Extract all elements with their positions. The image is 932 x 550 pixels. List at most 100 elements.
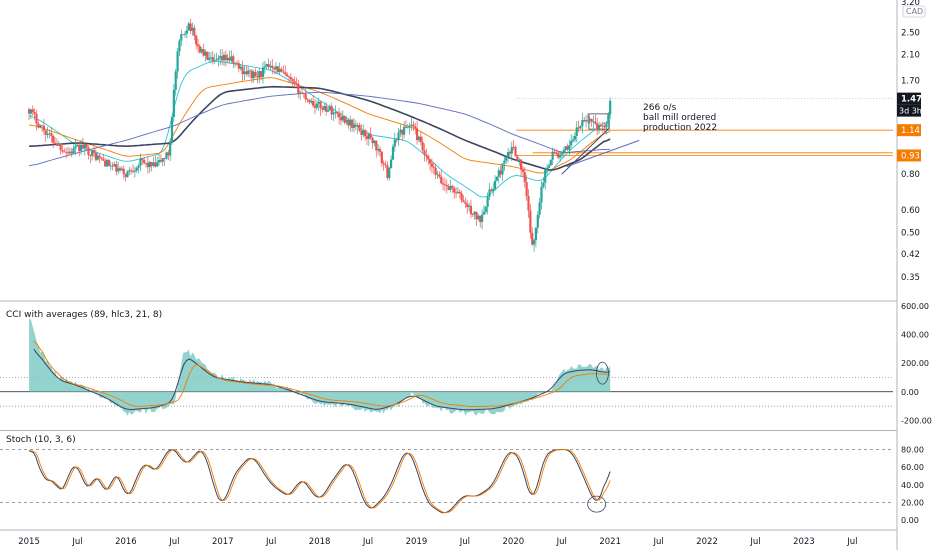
candle[interactable] bbox=[493, 175, 497, 191]
candle[interactable] bbox=[234, 62, 237, 68]
candle[interactable] bbox=[443, 177, 447, 192]
candle[interactable] bbox=[91, 149, 94, 161]
candle[interactable] bbox=[304, 87, 307, 103]
candle[interactable] bbox=[182, 34, 185, 36]
candle[interactable] bbox=[196, 38, 200, 53]
candle[interactable] bbox=[505, 155, 508, 164]
candle[interactable] bbox=[466, 199, 469, 214]
candle[interactable] bbox=[579, 124, 582, 130]
candle[interactable] bbox=[247, 66, 250, 78]
candle[interactable] bbox=[87, 145, 90, 160]
candle[interactable] bbox=[33, 108, 36, 121]
candle[interactable] bbox=[271, 59, 274, 75]
candle[interactable] bbox=[380, 150, 383, 167]
candle[interactable] bbox=[549, 159, 552, 166]
candle[interactable] bbox=[319, 100, 322, 116]
candle[interactable] bbox=[325, 101, 328, 116]
candle[interactable] bbox=[527, 189, 530, 218]
candle[interactable] bbox=[547, 163, 551, 172]
candle[interactable] bbox=[152, 156, 155, 168]
candle[interactable] bbox=[508, 150, 512, 159]
candle[interactable] bbox=[326, 106, 330, 113]
cci-area[interactable] bbox=[29, 318, 611, 416]
candle[interactable] bbox=[334, 105, 337, 119]
candle[interactable] bbox=[553, 148, 556, 155]
candle[interactable] bbox=[237, 60, 240, 73]
candle[interactable] bbox=[170, 115, 174, 145]
candle[interactable] bbox=[486, 192, 489, 215]
candle[interactable] bbox=[555, 149, 558, 156]
candle[interactable] bbox=[245, 65, 248, 77]
candle[interactable] bbox=[441, 178, 445, 191]
candle[interactable] bbox=[176, 47, 179, 79]
candle[interactable] bbox=[137, 163, 140, 174]
candle[interactable] bbox=[349, 115, 352, 132]
candle[interactable] bbox=[336, 111, 339, 118]
candle[interactable] bbox=[462, 195, 465, 203]
candle[interactable] bbox=[193, 24, 196, 41]
candle[interactable] bbox=[46, 126, 49, 139]
candle[interactable] bbox=[596, 117, 599, 136]
candle[interactable] bbox=[482, 205, 486, 215]
candle[interactable] bbox=[382, 160, 385, 171]
candle[interactable] bbox=[157, 153, 161, 166]
highlight-circle[interactable] bbox=[596, 361, 609, 385]
candle[interactable] bbox=[217, 55, 220, 67]
candle[interactable] bbox=[310, 97, 313, 105]
candle[interactable] bbox=[282, 65, 285, 74]
candle[interactable] bbox=[109, 161, 112, 171]
candle[interactable] bbox=[532, 238, 536, 252]
candle[interactable] bbox=[373, 140, 376, 147]
candle[interactable] bbox=[163, 157, 166, 166]
candle[interactable] bbox=[421, 136, 424, 153]
candle[interactable] bbox=[503, 156, 506, 171]
candle[interactable] bbox=[519, 158, 523, 177]
candle[interactable] bbox=[358, 122, 361, 133]
candle[interactable] bbox=[306, 98, 309, 103]
candle[interactable] bbox=[39, 124, 42, 129]
candle[interactable] bbox=[464, 197, 467, 208]
candle[interactable] bbox=[189, 19, 192, 34]
candle[interactable] bbox=[293, 76, 296, 88]
candle[interactable] bbox=[506, 147, 510, 163]
cci-title[interactable]: CCI with averages (89, hlc3, 21, 8) bbox=[6, 310, 162, 320]
currency-label[interactable]: CAD bbox=[906, 7, 923, 16]
candle[interactable] bbox=[78, 142, 81, 157]
candle[interactable] bbox=[107, 159, 110, 167]
candle[interactable] bbox=[252, 69, 255, 83]
candle[interactable] bbox=[601, 121, 604, 133]
candle[interactable] bbox=[592, 115, 595, 129]
candle[interactable] bbox=[352, 118, 356, 133]
candle[interactable] bbox=[395, 138, 398, 143]
candle[interactable] bbox=[516, 154, 519, 162]
candle[interactable] bbox=[117, 161, 120, 175]
candle[interactable] bbox=[323, 103, 326, 112]
candle[interactable] bbox=[202, 43, 205, 57]
moving-average-line[interactable] bbox=[29, 91, 611, 167]
candle[interactable] bbox=[89, 154, 92, 164]
candle[interactable] bbox=[265, 63, 268, 70]
stoch-pane[interactable] bbox=[0, 449, 893, 514]
candle[interactable] bbox=[131, 164, 135, 174]
candle[interactable] bbox=[261, 61, 265, 84]
candle[interactable] bbox=[111, 162, 114, 171]
candle[interactable] bbox=[338, 107, 341, 125]
candle[interactable] bbox=[415, 121, 419, 145]
candle[interactable] bbox=[479, 215, 482, 228]
candle[interactable] bbox=[187, 21, 190, 31]
candle[interactable] bbox=[53, 136, 57, 145]
candle[interactable] bbox=[52, 134, 55, 149]
candle[interactable] bbox=[66, 146, 70, 157]
candle[interactable] bbox=[599, 122, 603, 128]
candle[interactable] bbox=[50, 126, 53, 143]
candle[interactable] bbox=[161, 158, 164, 167]
candle[interactable] bbox=[538, 197, 541, 219]
candle[interactable] bbox=[371, 136, 374, 149]
candle[interactable] bbox=[295, 77, 298, 86]
candle[interactable] bbox=[143, 156, 146, 165]
candle[interactable] bbox=[195, 34, 198, 50]
candle[interactable] bbox=[586, 113, 590, 124]
candle[interactable] bbox=[536, 210, 539, 234]
candle[interactable] bbox=[449, 180, 452, 193]
candle[interactable] bbox=[584, 115, 588, 128]
